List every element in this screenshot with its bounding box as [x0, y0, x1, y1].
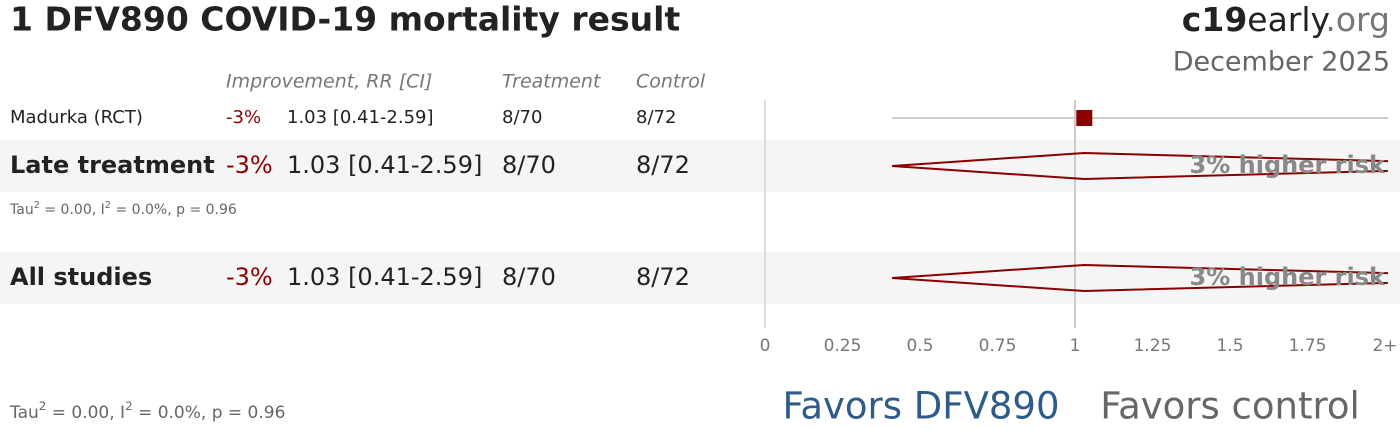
heterogeneity-part: 2: [125, 399, 133, 413]
row-label: All studies: [10, 263, 152, 291]
heterogeneity-part: = 0.00, I: [40, 202, 105, 218]
control: 8/72: [636, 263, 690, 291]
date: December 2025: [1173, 47, 1390, 78]
x-tick-label: 0: [760, 336, 771, 356]
heterogeneity-part: Tau: [9, 403, 39, 423]
column-header: Control: [636, 71, 706, 93]
brand-part: early: [1247, 0, 1329, 39]
x-tick-label: 0.75: [979, 336, 1017, 356]
chart-title: 1 DFV890 COVID-19 mortality result: [10, 0, 680, 39]
treatment: 8/70: [502, 107, 542, 128]
heterogeneity-part: 2: [105, 200, 111, 211]
summary-diamond: [892, 151, 1388, 181]
row-label: Late treatment: [10, 151, 215, 179]
improvement: -3%: [226, 107, 261, 128]
summary-diamond: [892, 263, 1388, 293]
rr-ci: 1.03 [0.41-2.59]: [287, 107, 434, 128]
improvement: -3%: [226, 151, 273, 179]
heterogeneity-part: Tau: [9, 202, 34, 218]
heterogeneity: Tau2 = 0.00, I2 = 0.0%, p = 0.96: [9, 200, 237, 219]
treatment: 8/70: [502, 263, 556, 291]
annotation: 3% higher risk: [1190, 151, 1386, 179]
x-tick-label: 1.75: [1289, 336, 1327, 356]
x-tick-label: 1.25: [1134, 336, 1172, 356]
heterogeneity-part: = 0.00, I: [46, 403, 125, 423]
x-tick-label: 0.25: [824, 336, 862, 356]
brand: c19early.org: [1182, 0, 1390, 39]
heterogeneity: Tau2 = 0.00, I2 = 0.0%, p = 0.96: [9, 399, 285, 424]
plot-area: [892, 110, 1388, 293]
rr-ci: 1.03 [0.41-2.59]: [287, 151, 482, 179]
rr-ci: 1.03 [0.41-2.59]: [287, 263, 482, 291]
heterogeneity-part: 2: [39, 399, 47, 413]
heterogeneity-part: = 0.0%, p = 0.96: [111, 202, 237, 218]
heterogeneity-part: = 0.0%, p = 0.96: [133, 403, 286, 423]
brand-part: c19: [1182, 0, 1247, 39]
point-estimate: [1076, 110, 1093, 126]
row-background: [0, 252, 1400, 304]
x-tick-label: 0.5: [906, 336, 933, 356]
control: 8/72: [636, 151, 690, 179]
column-header: Treatment: [502, 71, 602, 93]
treatment: 8/70: [502, 151, 556, 179]
favors-label: Favors DFV890: [782, 385, 1059, 428]
brand-part: .org: [1325, 0, 1390, 39]
heterogeneity-part: 2: [34, 200, 40, 211]
control: 8/72: [636, 107, 676, 128]
favors-label: Favors control: [1100, 385, 1360, 428]
improvement: -3%: [226, 263, 273, 291]
column-header: Improvement, RR [CI]: [226, 71, 432, 93]
x-tick-label: 2+: [1372, 336, 1397, 356]
row-background: [0, 140, 1400, 192]
annotation: 3% higher risk: [1190, 263, 1386, 291]
x-tick-label: 1.5: [1216, 336, 1243, 356]
row-label: Madurka (RCT): [10, 107, 143, 128]
x-tick-label: 1: [1070, 336, 1081, 356]
